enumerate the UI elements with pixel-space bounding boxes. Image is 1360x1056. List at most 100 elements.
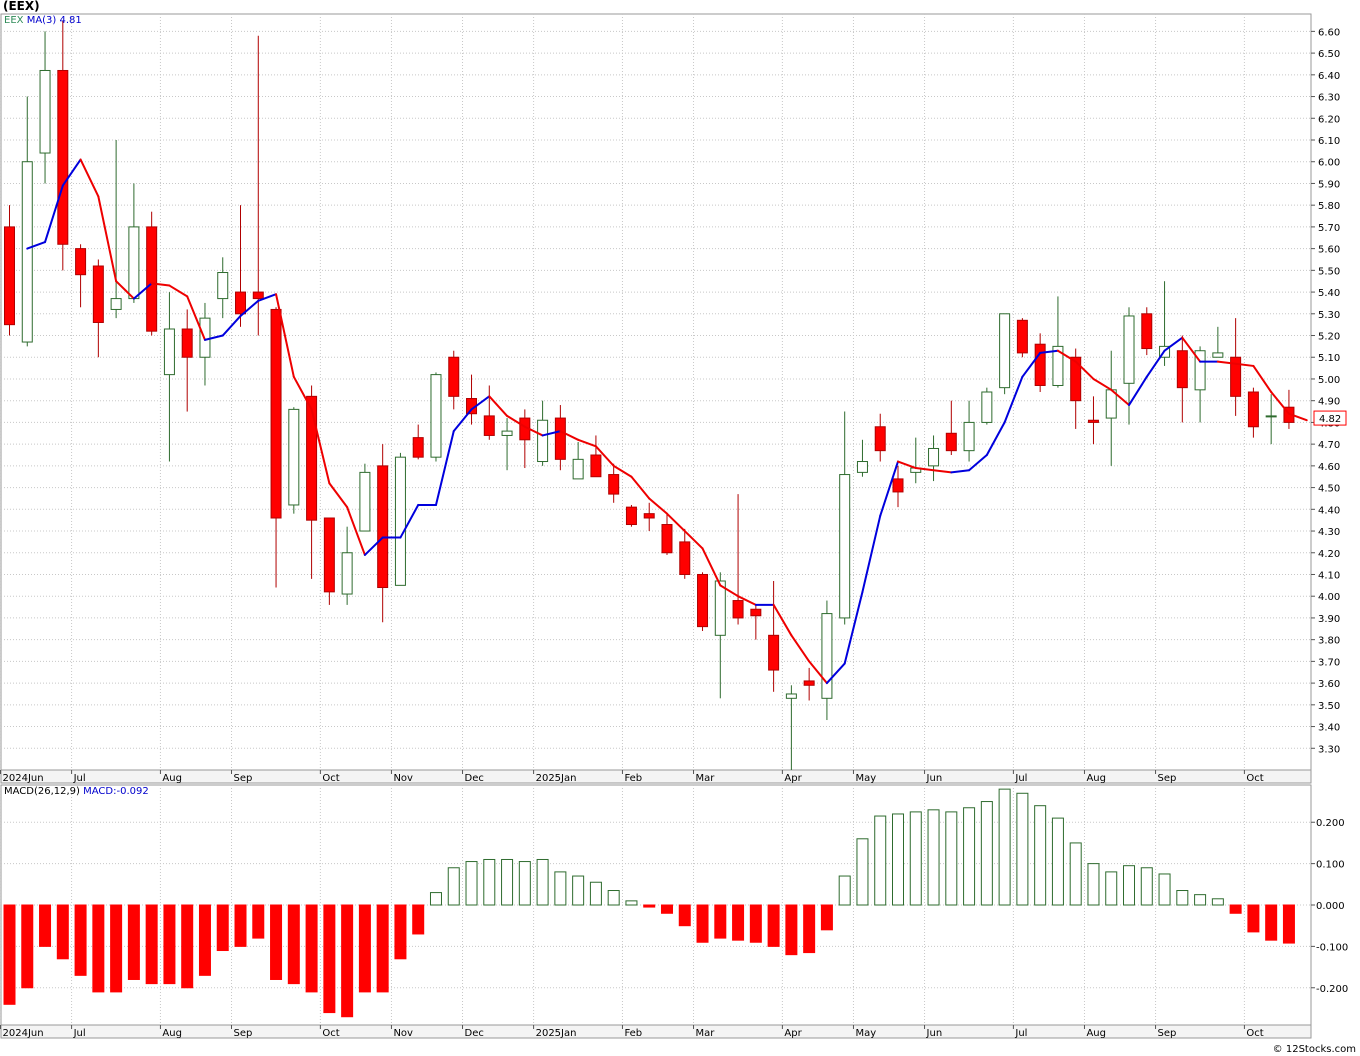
candle-down <box>1247 391 1259 428</box>
candle-up <box>110 298 122 310</box>
macd-bar-negative <box>732 904 745 941</box>
legend-ma-value: 4.81 <box>59 15 82 26</box>
date-axis-label: Aug <box>1086 1028 1106 1039</box>
ma-segment <box>239 299 260 317</box>
macd-bar-negative <box>110 904 123 993</box>
candle-down <box>323 517 335 593</box>
price-tick-label: 3.60 <box>1318 679 1340 690</box>
ma-segment <box>1163 336 1184 352</box>
macd-bar-negative <box>92 904 105 993</box>
ma-segment <box>1181 336 1202 363</box>
macd-bar-positive <box>838 875 851 906</box>
price-tick-label: 4.90 <box>1318 397 1340 408</box>
macd-bar-negative <box>767 904 780 947</box>
price-tick-label: 4.30 <box>1318 527 1340 538</box>
ma-segment <box>861 514 882 593</box>
macd-bar-positive <box>501 858 514 906</box>
date-axis-label: Mar <box>696 773 716 784</box>
candle-down <box>892 478 904 493</box>
ma-segment <box>506 414 526 428</box>
ma-segment <box>648 497 668 515</box>
date-axis-label: Aug <box>1086 773 1106 784</box>
date-axis-label: Aug <box>162 773 182 784</box>
macd-bar-negative <box>660 904 673 914</box>
candle-down <box>92 265 104 323</box>
macd-panel: -0.200 -0.100 0.000 0.100 0.200 2024Jun Jul Aug… <box>0 784 1348 1039</box>
ma-segment <box>665 512 686 533</box>
macd-bar-negative <box>234 904 247 947</box>
candle-down <box>643 513 655 519</box>
ma-segment <box>221 314 242 337</box>
date-axis-label: Oct <box>1246 773 1263 784</box>
candle-down <box>57 69 69 245</box>
ma-segment <box>363 536 384 556</box>
ma-segment <box>914 467 935 472</box>
macd-bar-positive <box>429 892 442 906</box>
macd-bar-negative <box>21 904 34 989</box>
date-axis-label: Jul <box>73 773 86 784</box>
price-tick-label: 6.20 <box>1318 114 1340 125</box>
candle-down <box>750 608 762 617</box>
candle-down <box>1141 313 1153 350</box>
price-tick-label: 6.50 <box>1318 49 1340 60</box>
date-axis-label: 2024Jun <box>3 1028 44 1039</box>
price-tick-label: 5.90 <box>1318 179 1340 190</box>
candle-down <box>412 437 424 458</box>
ma-segment <box>1270 391 1290 415</box>
ma-segment <box>985 421 1006 456</box>
ma-segment <box>701 547 722 587</box>
macd-bar-negative <box>803 904 816 954</box>
price-tick-label: 4.00 <box>1318 592 1340 603</box>
price-tick-label: 6.10 <box>1318 136 1340 147</box>
ma-segment <box>203 334 224 341</box>
ma-segment <box>897 460 917 470</box>
candle-up <box>501 430 513 436</box>
macd-bar-positive <box>536 858 549 906</box>
date-axis-label: Dec <box>465 773 484 784</box>
macd-bar-positive <box>607 890 620 906</box>
candle-down <box>1087 419 1099 423</box>
ma-segment <box>61 158 82 187</box>
date-axis-label: Sep <box>234 773 253 784</box>
date-axis-label: Mar <box>696 1028 716 1039</box>
candle-down <box>803 680 815 686</box>
macd-bar-negative <box>820 904 833 931</box>
ma-segment <box>612 464 633 478</box>
ma-segment <box>968 454 988 472</box>
macd-tick-label: 0.200 <box>1316 818 1345 829</box>
ma-segment <box>1252 364 1273 393</box>
price-tick-label: 6.60 <box>1318 27 1340 38</box>
candle-up <box>39 69 51 154</box>
macd-tick-label: 0.000 <box>1316 901 1345 912</box>
candle-down <box>661 524 673 554</box>
price-tick-label: 5.30 <box>1318 310 1340 321</box>
price-tick-label: 5.80 <box>1318 201 1340 212</box>
price-legend: EEX MA(3) 4.81 <box>4 15 82 26</box>
date-axis-label: Feb <box>624 773 642 784</box>
candle-down <box>732 600 744 619</box>
macd-date-axis <box>0 1024 1312 1039</box>
macd-bar-positive <box>1105 871 1118 906</box>
ma-segment <box>523 425 544 437</box>
price-tick-label: 3.90 <box>1318 614 1340 625</box>
candle-down <box>235 291 247 315</box>
candle-up <box>963 421 975 452</box>
candle-up <box>394 456 406 586</box>
ma-segment <box>1145 349 1166 378</box>
candle-up <box>839 474 851 619</box>
ma-segment <box>808 660 828 685</box>
macd-bar-positive <box>447 867 460 906</box>
price-panel: 3.30 3.40 3.50 3.60 3.70 3.80 3.90 4.00 4.10 4.20… <box>0 13 1347 784</box>
ma-segment <box>257 293 278 302</box>
date-axis-label: Oct <box>1246 1028 1263 1039</box>
date-axis-label: Apr <box>784 773 802 784</box>
macd-bar-negative <box>270 904 283 980</box>
macd-bar-positive <box>1016 792 1029 906</box>
date-axis-label: Jul <box>1014 773 1027 784</box>
candle-up <box>163 328 175 376</box>
candle-down <box>697 573 709 628</box>
candle-down <box>874 426 886 452</box>
date-axis-label: 2025Jan <box>536 773 577 784</box>
macd-bar-negative <box>287 904 300 985</box>
price-tick-label: 3.30 <box>1318 744 1340 755</box>
